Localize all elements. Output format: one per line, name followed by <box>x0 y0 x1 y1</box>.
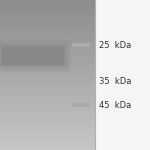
FancyBboxPatch shape <box>0 41 69 70</box>
FancyBboxPatch shape <box>0 44 67 68</box>
Bar <box>72 43 90 47</box>
Bar <box>94 0 150 150</box>
Text: 45  kDa: 45 kDa <box>99 100 131 109</box>
Bar <box>72 103 90 107</box>
Bar <box>72 81 90 84</box>
Text: 25  kDa: 25 kDa <box>99 40 131 50</box>
FancyBboxPatch shape <box>2 46 64 65</box>
FancyBboxPatch shape <box>0 39 71 72</box>
Text: 35  kDa: 35 kDa <box>99 76 131 85</box>
